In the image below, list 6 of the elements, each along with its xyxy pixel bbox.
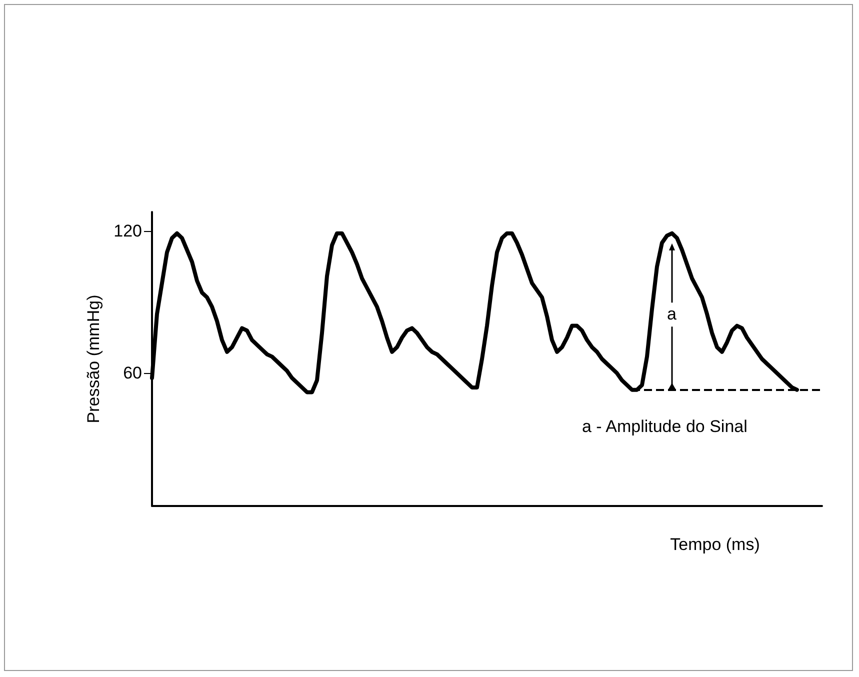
y-tick-label: 120: [114, 221, 142, 240]
y-tick-label: 60: [123, 364, 142, 383]
annotation: a: [667, 304, 677, 324]
x-axis-title: Tempo (ms): [670, 535, 760, 554]
annotation: a - Amplitude do Sinal: [582, 416, 748, 436]
y-axis-title: Pressão (mmHg): [84, 294, 103, 424]
